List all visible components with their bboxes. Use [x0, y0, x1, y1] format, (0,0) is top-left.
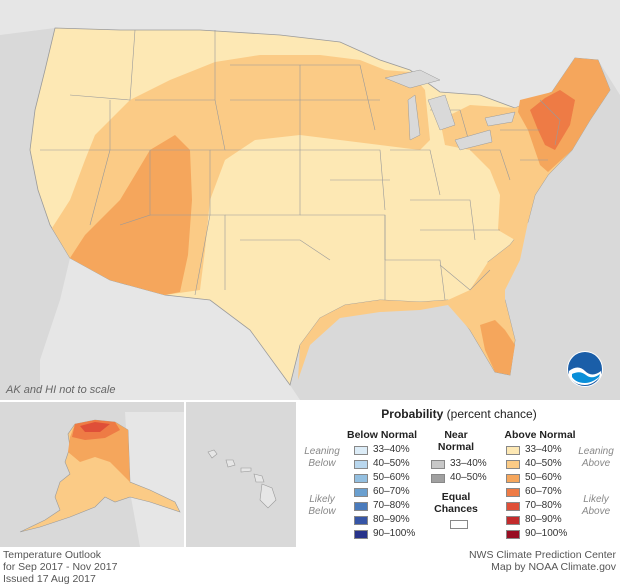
above-normal-label: 80–90%: [525, 514, 562, 525]
likely-below-2: Below: [308, 506, 336, 517]
island-hawaii: [259, 483, 277, 509]
alaska-svg: [19, 412, 184, 547]
equal-chances-1: Equal: [441, 491, 471, 503]
legend-title-bold: Probability: [381, 407, 444, 421]
footer-left-line1: Temperature Outlook: [3, 549, 102, 561]
below-normal-swatch: [354, 530, 368, 539]
leaning-below-2: Below: [308, 458, 336, 469]
below-normal-label: 33–40%: [373, 444, 410, 455]
mexico-landmass: [40, 258, 300, 400]
below-normal-swatch: [354, 516, 368, 525]
zone-northeast-60-70: [530, 90, 575, 150]
great-lakes: [384, 69, 516, 151]
below-normal-header: Below Normal: [346, 429, 417, 441]
island-kauai: [207, 449, 218, 459]
below-normal-swatch: [354, 502, 368, 511]
above-normal-label: 70–80%: [525, 500, 562, 511]
above-normal-label: 40–50%: [525, 458, 562, 469]
below-normal-label: 90–100%: [373, 528, 416, 539]
above-normal-header: Above Normal: [504, 429, 576, 441]
hawaii-svg: [207, 449, 277, 509]
likely-above-label: Likely Above: [574, 494, 618, 518]
near-normal-header-1: Near: [444, 429, 468, 441]
leaning-above-2: Above: [581, 458, 611, 469]
footer-left: Temperature Outlook for Sep 2017 - Nov 2…: [3, 549, 117, 585]
likely-below-1: Likely: [309, 494, 335, 505]
equal-chances-header: Equal Chances: [426, 491, 486, 515]
below-normal-label: 70–80%: [373, 500, 410, 511]
near-normal-label: 40–50%: [450, 472, 487, 483]
below-normal-label: 60–70%: [373, 486, 410, 497]
conus-map: AK and HI not to scale: [0, 0, 620, 400]
footer-left-line2: for Sep 2017 - Nov 2017: [3, 561, 118, 573]
equal-chances-2: Chances: [434, 503, 478, 515]
hawaii-inset: [186, 402, 296, 547]
alaska-inset: [0, 402, 184, 547]
legend-title: Probability (percent chance): [298, 407, 620, 421]
above-normal-swatch: [506, 460, 520, 469]
near-normal-header: Near Normal: [426, 429, 486, 453]
above-normal-label: 90–100%: [525, 528, 568, 539]
above-normal-swatch: [506, 516, 520, 525]
legend-title-rest: (percent chance): [443, 407, 537, 421]
below-normal-swatch: [354, 446, 368, 455]
island-oahu: [225, 459, 236, 468]
map-note: AK and HI not to scale: [6, 384, 116, 396]
state-boundaries: [40, 29, 561, 301]
near-normal-swatch: [431, 460, 445, 469]
likely-above-1: Likely: [583, 494, 609, 505]
island-molokai: [240, 467, 252, 473]
footer-right: NWS Climate Prediction Center Map by NOA…: [430, 549, 616, 573]
canada-yukon: [125, 412, 184, 547]
near-normal-label: 33–40%: [450, 458, 487, 469]
near-normal-swatch: [431, 474, 445, 483]
leaning-above-1: Leaning: [578, 446, 614, 457]
leaning-above-label: Leaning Above: [574, 446, 618, 470]
island-maui: [253, 473, 265, 483]
above-normal-swatch: [506, 474, 520, 483]
above-normal-swatch: [506, 530, 520, 539]
below-normal-swatch: [354, 460, 368, 469]
above-normal-swatch: [506, 502, 520, 511]
canada-landmass: [0, 0, 620, 108]
equal-chances-swatch: [450, 520, 468, 529]
above-normal-label: 33–40%: [525, 444, 562, 455]
near-normal-header-2: Normal: [437, 441, 475, 453]
above-normal-swatch: [506, 488, 520, 497]
footer-right-line2: Map by NOAA Climate.gov: [491, 561, 616, 573]
below-normal-swatch: [354, 488, 368, 497]
above-normal-label: 60–70%: [525, 486, 562, 497]
likely-above-2: Above: [581, 506, 611, 517]
below-normal-swatch: [354, 474, 368, 483]
below-normal-label: 40–50%: [373, 458, 410, 469]
below-normal-label: 80–90%: [373, 514, 410, 525]
likely-below-label: Likely Below: [300, 494, 344, 518]
footer-right-line1: NWS Climate Prediction Center: [468, 549, 616, 561]
above-normal-swatch: [506, 446, 520, 455]
conus-map-svg: [0, 0, 620, 400]
footer-left-line3: Issued 17 Aug 2017: [3, 573, 96, 585]
below-normal-label: 50–60%: [373, 472, 410, 483]
leaning-below-label: Leaning Below: [300, 446, 344, 470]
noaa-logo: [566, 350, 604, 388]
zone-southwest-50-60: [70, 135, 192, 295]
above-normal-label: 50–60%: [525, 472, 562, 483]
zone-florida-50-60: [480, 320, 515, 375]
legend-panel: Probability (percent chance) Below Norma…: [298, 402, 620, 547]
alaska-zone-70-80: [80, 422, 110, 432]
leaning-below-1: Leaning: [304, 446, 340, 457]
